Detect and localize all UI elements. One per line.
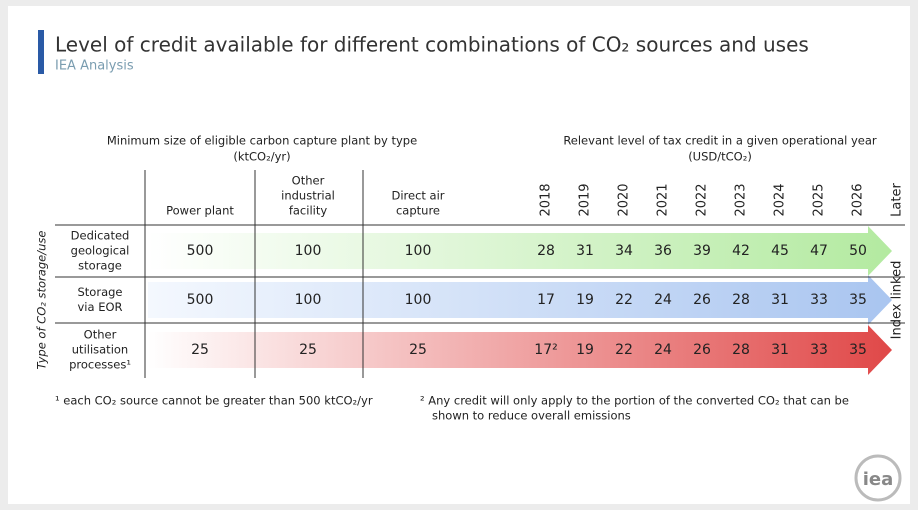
year-header: 2025	[812, 183, 827, 216]
footnote: ² Any credit will only apply to the port…	[420, 394, 849, 408]
title-accent	[38, 30, 44, 74]
credit-cell: 28	[732, 292, 750, 308]
year-header: 2024	[773, 183, 788, 216]
credit-cell: 26	[693, 292, 711, 308]
credit-cell: 28	[732, 342, 750, 358]
later-note: Index linked	[890, 261, 905, 340]
credit-cell: 31	[576, 243, 594, 259]
credit-unit: (USD/tCO₂)	[688, 150, 752, 164]
credit-cell: 24	[654, 342, 672, 358]
footnote: ¹ each CO₂ source cannot be greater than…	[55, 394, 373, 408]
credit-cell: 22	[615, 342, 633, 358]
row-label: utilisation	[72, 343, 128, 357]
credit-cell: 17²	[534, 342, 557, 358]
credit-cell: 42	[732, 243, 750, 259]
credit-cell: 19	[576, 342, 594, 358]
credit-cell: 35	[849, 292, 867, 308]
year-header: Later	[890, 183, 905, 217]
row-arrow	[148, 325, 892, 375]
credit-cell: 47	[810, 243, 828, 259]
size-cell: 500	[187, 243, 214, 259]
year-header: 2019	[578, 183, 593, 216]
size-unit: (ktCO₂/yr)	[233, 150, 290, 164]
column-header: industrial	[281, 189, 335, 203]
row-label: via EOR	[77, 300, 122, 314]
size-header: Minimum size of eligible carbon capture …	[107, 134, 417, 148]
credit-cell: 33	[810, 342, 828, 358]
credit-cell: 22	[615, 292, 633, 308]
logo: iea	[863, 469, 894, 490]
credit-cell: 33	[810, 292, 828, 308]
row-axis-label: Type of CO₂ storage/use	[35, 231, 49, 370]
year-header: 2018	[539, 183, 554, 216]
credit-cell: 31	[771, 342, 789, 358]
column-header: Direct air	[391, 189, 444, 203]
size-cell: 25	[299, 342, 317, 358]
column-header: capture	[396, 204, 440, 218]
row-label: processes¹	[69, 358, 131, 372]
column-header: facility	[289, 204, 328, 218]
column-header: Other	[292, 174, 325, 188]
size-cell: 25	[191, 342, 209, 358]
row-label: Dedicated	[71, 229, 130, 243]
year-header: 2022	[695, 183, 710, 216]
credit-cell: 26	[693, 342, 711, 358]
credit-cell: 36	[654, 243, 672, 259]
credit-cell: 35	[849, 342, 867, 358]
year-header: 2021	[656, 183, 671, 216]
size-cell: 100	[295, 243, 322, 259]
row-label: Storage	[78, 285, 123, 299]
subtitle: IEA Analysis	[55, 59, 134, 74]
title: Level of credit available for different …	[55, 33, 809, 57]
credit-cell: 50	[849, 243, 867, 259]
size-cell: 100	[405, 292, 432, 308]
credit-cell: 24	[654, 292, 672, 308]
credit-cell: 17	[537, 292, 555, 308]
footnote: shown to reduce overall emissions	[432, 409, 631, 423]
credit-cell: 28	[537, 243, 555, 259]
row-arrow	[148, 275, 892, 325]
size-cell: 500	[187, 292, 214, 308]
row-label: geological	[71, 244, 130, 258]
credit-cell: 19	[576, 292, 594, 308]
year-header: 2026	[851, 183, 866, 216]
credit-cell: 39	[693, 243, 711, 259]
size-cell: 100	[405, 243, 432, 259]
column-header: Power plant	[166, 204, 234, 218]
logo-ring	[854, 454, 902, 502]
credit-cell: 31	[771, 292, 789, 308]
row-arrow	[148, 226, 892, 276]
row-label: Other	[84, 328, 117, 342]
year-header: 2023	[734, 183, 749, 216]
year-header: 2020	[617, 183, 632, 216]
size-cell: 100	[295, 292, 322, 308]
table-lines	[55, 170, 905, 378]
credit-cell: 45	[771, 243, 789, 259]
credit-header: Relevant level of tax credit in a given …	[563, 134, 877, 148]
size-cell: 25	[409, 342, 427, 358]
row-label: storage	[78, 259, 122, 273]
credit-cell: 34	[615, 243, 633, 259]
